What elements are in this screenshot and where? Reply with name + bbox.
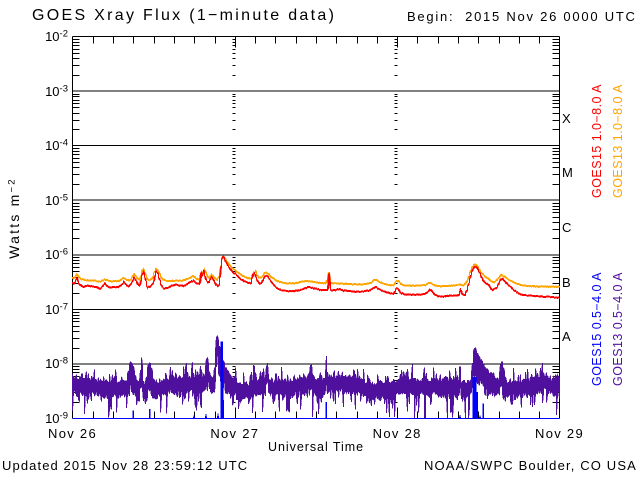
legend-goes13-1-0-8-0-a: GOES13 1.0−8.0 A <box>610 83 625 198</box>
updated-timestamp: Updated 2015 Nov 28 23:59:12 UTC <box>2 458 249 473</box>
x-tick-label: Nov 27 <box>210 426 260 441</box>
y-tick-label: 10-8 <box>45 356 68 372</box>
y-tick-label: 10-7 <box>45 301 68 317</box>
flare-class-letter: M <box>562 165 573 181</box>
legend-goes13-0-5-4-0-a: GOES13 0.5−4.0 A <box>610 271 625 386</box>
y-axis-title: Watts m−2 <box>6 177 22 259</box>
x-tick-label: Nov 28 <box>372 426 422 441</box>
y-tick-label: 10-9 <box>45 410 68 426</box>
series-goes15-1-0-8-0-a <box>72 254 560 300</box>
x-tick-label: Nov 26 <box>48 426 97 441</box>
x-tick-label: Nov 29 <box>535 426 584 441</box>
y-tick-label: 10-3 <box>45 83 68 99</box>
x-axis-title: Universal Time <box>268 440 364 454</box>
series-goes13-1-0-8-0-a <box>72 255 560 289</box>
plot-title: GOES Xray Flux (1−minute data) <box>32 7 337 24</box>
legend-goes15-0-5-4-0-a: GOES15 0.5−4.0 A <box>589 271 604 386</box>
y-tick-label: 10-6 <box>45 247 68 263</box>
series-goes13-0-5-4-0-a <box>72 335 560 419</box>
begin-timestamp: Begin: 2015 Nov 26 0000 UTC <box>407 9 637 24</box>
y-tick-label: 10-2 <box>45 28 68 44</box>
credit-text: NOAA/SWPC Boulder, CO USA <box>424 458 637 473</box>
legend-goes15-1-0-8-0-a: GOES15 1.0−8.0 A <box>589 83 604 198</box>
flare-class-letter: X <box>562 110 571 126</box>
flare-class-letter: A <box>562 329 571 345</box>
flare-class-letter: C <box>562 220 572 235</box>
y-tick-label: 10-5 <box>45 192 68 208</box>
series-goes15-0-5-4-0-a <box>72 341 560 419</box>
flare-class-letter: B <box>562 274 571 290</box>
y-tick-label: 10-4 <box>45 137 68 154</box>
